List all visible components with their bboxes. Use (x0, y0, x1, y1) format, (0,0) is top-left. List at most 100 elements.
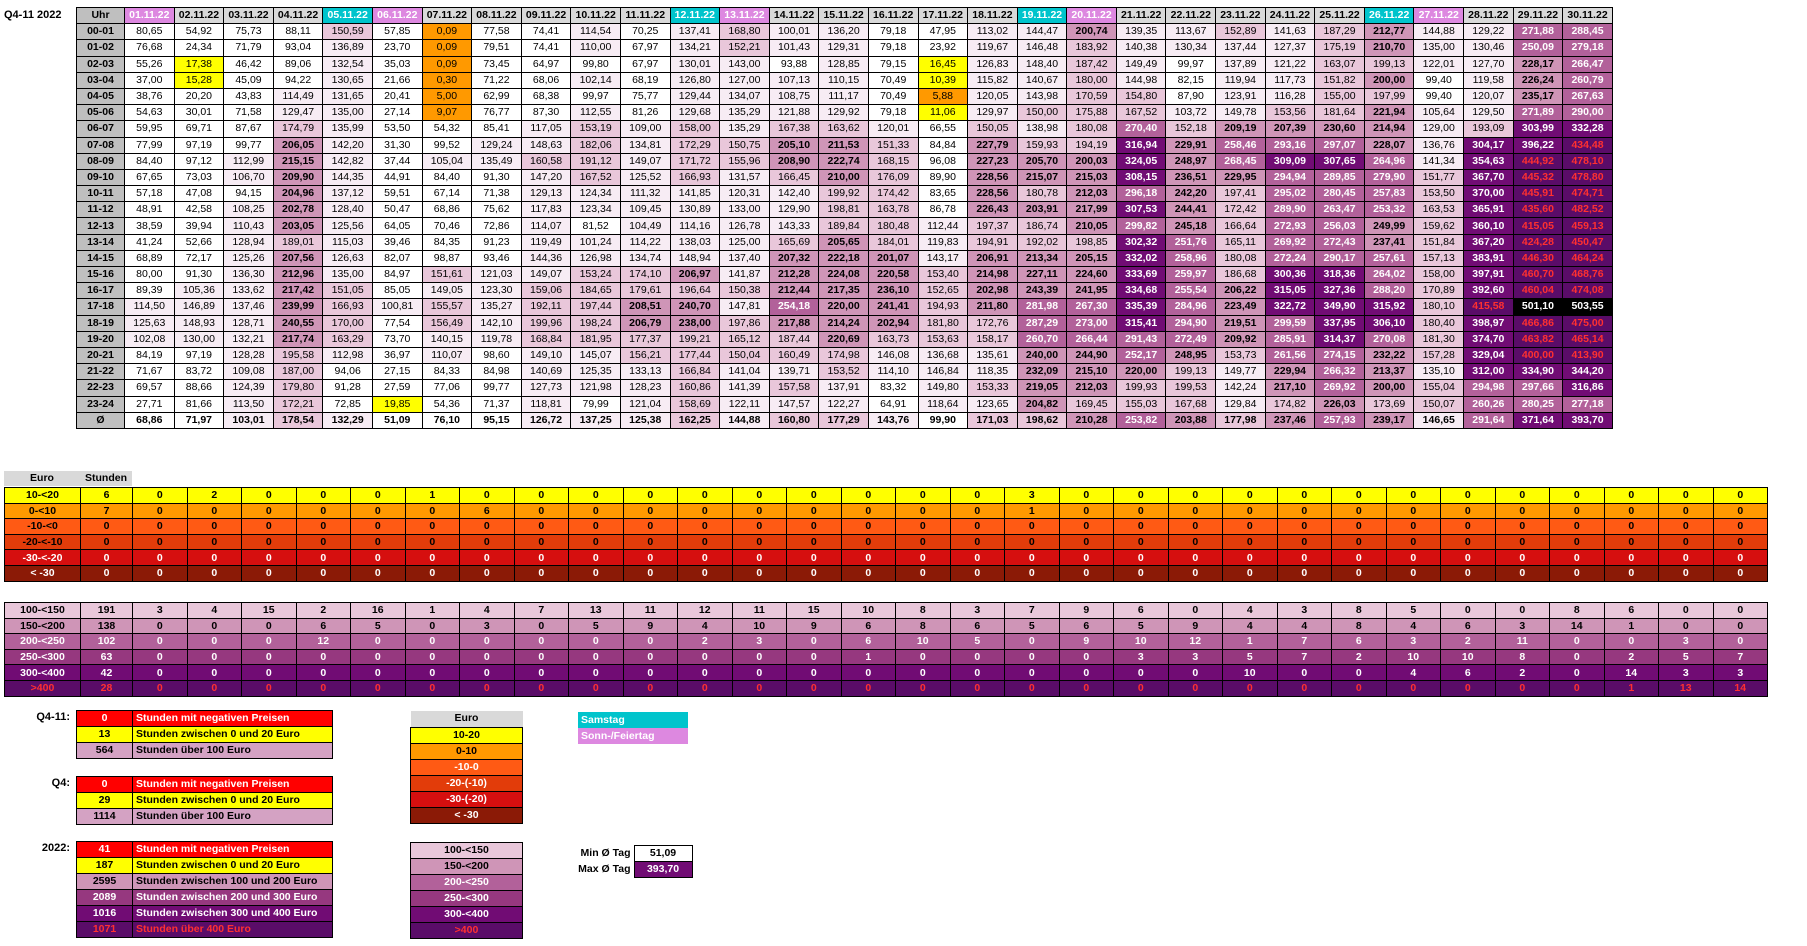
price-cell[interactable]: 360,10 (1463, 217, 1514, 235)
price-cell[interactable]: 167,52 (1115, 104, 1167, 122)
price-cell[interactable]: 189,01 (272, 233, 324, 251)
price-cell[interactable]: 123,91 (1215, 87, 1266, 106)
price-cell[interactable]: 220,00 (1115, 363, 1167, 381)
price-cell[interactable]: 66,55 (917, 120, 969, 138)
price-cell[interactable]: 227,79 (967, 136, 1018, 154)
price-cell[interactable]: 112,55 (570, 104, 621, 122)
price-cell[interactable]: 37,44 (371, 152, 423, 170)
price-cell[interactable]: 0,09 (421, 23, 473, 41)
price-cell[interactable]: 204,82 (1016, 395, 1068, 413)
price-cell[interactable]: 424,28 (1512, 233, 1564, 251)
price-cell[interactable]: 102,08 (124, 330, 175, 348)
price-cell[interactable]: 478,80 (1562, 168, 1613, 187)
price-cell[interactable]: 125,56 (322, 217, 373, 235)
price-cell[interactable]: 253,32 (1363, 201, 1415, 219)
price-cell[interactable]: 122,11 (719, 395, 770, 413)
price-cell[interactable]: 137,40 (719, 249, 770, 268)
price-cell[interactable]: 217,35 (818, 282, 869, 300)
price-cell[interactable]: 264,02 (1363, 265, 1415, 284)
price-cell[interactable]: 238,00 (669, 314, 721, 332)
price-cell[interactable]: 123,34 (570, 201, 621, 219)
price-cell[interactable]: 125,35 (570, 363, 621, 381)
price-cell[interactable]: 142,40 (768, 185, 820, 203)
price-cell[interactable]: 273,00 (1066, 314, 1117, 332)
price-cell[interactable]: 212,03 (1066, 379, 1117, 397)
price-cell[interactable]: 272,93 (1264, 217, 1316, 235)
price-cell[interactable]: 415,58 (1463, 298, 1514, 316)
price-cell[interactable]: 21,66 (371, 71, 423, 89)
price-cell[interactable]: 97,19 (173, 346, 225, 365)
price-cell[interactable]: 99,77 (223, 136, 274, 154)
price-cell[interactable]: 226,03 (1314, 395, 1365, 413)
price-cell[interactable]: 85,05 (371, 282, 423, 300)
price-cell[interactable]: 250,09 (1512, 39, 1564, 57)
price-cell[interactable]: 198,24 (570, 314, 621, 332)
price-cell[interactable]: 110,43 (223, 217, 274, 235)
price-cell[interactable]: 96,08 (917, 152, 969, 170)
price-cell[interactable]: 114,07 (520, 217, 572, 235)
price-cell[interactable]: 125,00 (719, 233, 770, 251)
price-cell[interactable]: 260,26 (1463, 395, 1514, 413)
price-cell[interactable]: 194,91 (967, 233, 1018, 251)
price-cell[interactable]: 89,39 (124, 282, 175, 300)
price-cell[interactable]: 72,85 (322, 395, 373, 413)
price-cell[interactable]: 80,00 (124, 265, 175, 284)
price-cell[interactable]: 205,15 (1066, 249, 1117, 268)
price-cell[interactable]: 64,97 (520, 55, 572, 73)
price-cell[interactable]: 81,52 (570, 217, 621, 235)
price-cell[interactable]: 72,17 (173, 249, 225, 268)
price-cell[interactable]: 198,81 (818, 201, 869, 219)
price-cell[interactable]: 151,33 (867, 136, 919, 154)
price-cell[interactable]: 84,40 (421, 168, 473, 187)
price-cell[interactable]: 147,81 (719, 298, 770, 316)
price-cell[interactable]: 151,05 (322, 282, 373, 300)
price-cell[interactable]: 398,97 (1463, 314, 1514, 332)
price-cell[interactable]: 93,04 (272, 39, 324, 57)
price-cell[interactable]: 9,07 (421, 104, 473, 122)
price-cell[interactable]: 141,34 (1413, 152, 1465, 170)
price-cell[interactable]: 77,54 (371, 314, 423, 332)
price-cell[interactable]: 444,92 (1512, 152, 1564, 170)
price-cell[interactable]: 129,68 (669, 104, 721, 122)
price-cell[interactable]: 99,77 (471, 379, 522, 397)
price-cell[interactable]: 175,88 (1066, 104, 1117, 122)
price-cell[interactable]: 71,22 (471, 71, 522, 89)
price-cell[interactable]: 180,48 (867, 217, 919, 235)
price-cell[interactable]: 101,24 (570, 233, 621, 251)
price-cell[interactable]: 149,07 (520, 265, 572, 284)
price-cell[interactable]: 212,03 (1066, 185, 1117, 203)
price-cell[interactable]: 210,70 (1363, 39, 1415, 57)
price-cell[interactable]: 160,58 (520, 152, 572, 170)
price-cell[interactable]: 300,36 (1264, 265, 1316, 284)
price-cell[interactable]: 149,05 (421, 282, 473, 300)
price-cell[interactable]: 77,06 (421, 379, 473, 397)
price-cell[interactable]: 30,01 (173, 104, 225, 122)
price-cell[interactable]: 137,44 (1215, 39, 1266, 57)
price-cell[interactable]: 174,42 (867, 185, 919, 203)
price-cell[interactable]: 106,70 (223, 168, 274, 187)
price-cell[interactable]: 415,05 (1512, 217, 1564, 235)
price-cell[interactable]: 174,98 (818, 346, 869, 365)
price-cell[interactable]: 143,33 (768, 217, 820, 235)
price-cell[interactable]: 77,58 (471, 23, 522, 41)
price-cell[interactable]: 450,47 (1562, 233, 1613, 251)
price-cell[interactable]: 295,02 (1264, 185, 1316, 203)
price-cell[interactable]: 110,07 (421, 346, 473, 365)
price-cell[interactable]: 215,03 (1066, 168, 1117, 187)
price-cell[interactable]: 121,04 (619, 395, 671, 413)
price-cell[interactable]: 200,00 (1363, 71, 1415, 89)
price-cell[interactable]: 153,19 (570, 120, 621, 138)
price-cell[interactable]: 232,09 (1016, 363, 1068, 381)
price-cell[interactable]: 113,67 (1165, 23, 1217, 41)
price-cell[interactable]: 302,32 (1115, 233, 1167, 251)
price-cell[interactable]: 172,42 (1215, 201, 1266, 219)
price-cell[interactable]: 137,46 (223, 298, 274, 316)
price-cell[interactable]: 17,38 (173, 55, 225, 73)
price-cell[interactable]: 124,39 (223, 379, 274, 397)
price-cell[interactable]: 156,49 (421, 314, 473, 332)
price-cell[interactable]: 132,54 (322, 55, 373, 73)
price-cell[interactable]: 299,82 (1115, 217, 1167, 235)
price-cell[interactable]: 201,07 (867, 249, 919, 268)
price-cell[interactable]: 258,96 (1165, 249, 1217, 268)
price-cell[interactable]: 120,01 (867, 120, 919, 138)
